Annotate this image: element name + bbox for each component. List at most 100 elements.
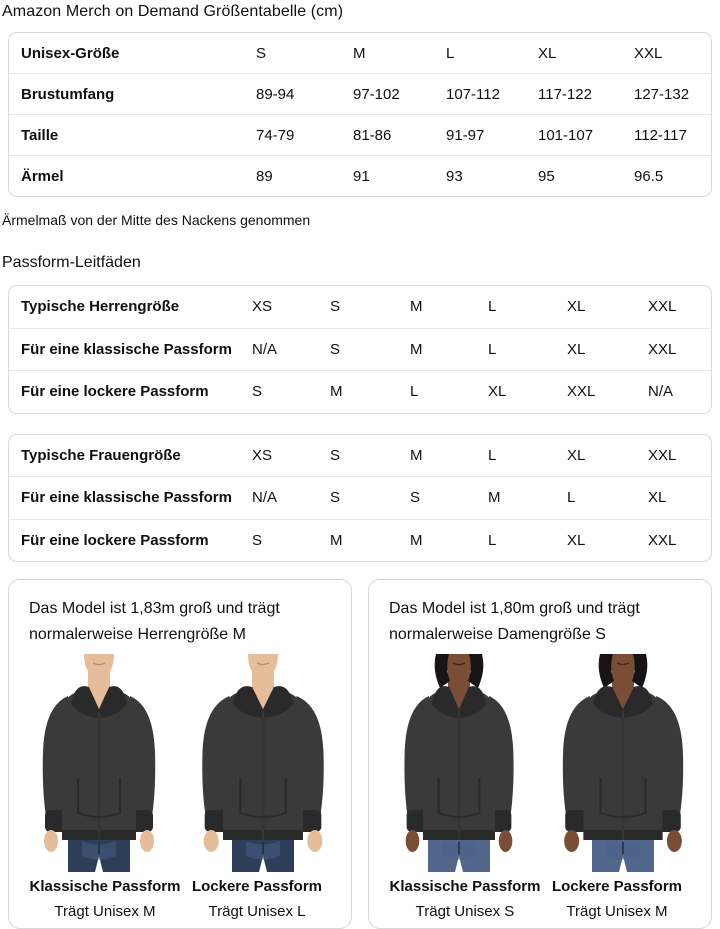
size-worn-label: Trägt Unisex L xyxy=(208,903,306,920)
table-cell: XXL xyxy=(648,298,677,316)
row-label: Typische Frauengröße xyxy=(21,446,181,464)
row-label: Für eine lockere Passform xyxy=(21,531,209,549)
table-cell: XL xyxy=(567,298,586,316)
table-cell: N/A xyxy=(648,383,674,401)
table-cell: XL xyxy=(648,489,667,507)
model-photos xyxy=(389,654,693,872)
table-cell: XS xyxy=(252,298,273,316)
table-cell: L xyxy=(567,489,576,507)
size-col-header: XXL xyxy=(634,44,663,62)
caption-classic-fit: Klassische Passform Trägt Unisex M xyxy=(29,878,181,921)
table-cell: S xyxy=(330,340,341,358)
table-cell: L xyxy=(488,446,497,464)
table-cell: 127-132 xyxy=(634,85,690,103)
row-label: Brustumfang xyxy=(21,85,115,103)
table-cell: M xyxy=(410,531,423,549)
photo-captions: Klassische Passform Trägt Unisex M Locke… xyxy=(29,878,333,921)
table-cell: L xyxy=(488,298,497,316)
size-worn-label: Trägt Unisex M xyxy=(54,903,156,920)
table-cell: 107-112 xyxy=(446,85,500,103)
table-cell: 91 xyxy=(353,167,370,185)
womens-model-card: Das Model ist 1,80m groß und trägt norma… xyxy=(368,579,712,929)
row-label: Taille xyxy=(21,126,59,144)
table-cell: S xyxy=(330,489,341,507)
table-cell: 101-107 xyxy=(538,126,594,144)
page-title: Amazon Merch on Demand Größentabelle (cm… xyxy=(2,3,344,20)
size-worn-label: Trägt Unisex S xyxy=(415,903,515,920)
table-cell: XL xyxy=(567,446,586,464)
model-description: Das Model ist 1,80m groß und trägt norma… xyxy=(389,600,640,643)
table-cell: L xyxy=(488,531,497,549)
model-photo-loose-fit xyxy=(548,654,698,872)
table-cell: S xyxy=(252,383,263,401)
table-cell: XXL xyxy=(648,446,677,464)
table-header-row: Unisex-Größe S M L XL XXL xyxy=(9,33,711,73)
table-cell: 93 xyxy=(446,167,463,185)
table-cell: M xyxy=(410,446,423,464)
mens-fit-table: Typische Herrengröße XS S M L XL XXL Für… xyxy=(8,285,712,414)
table-cell: 97-102 xyxy=(353,85,400,103)
model-photo-classic-fit xyxy=(384,654,534,872)
table-row: Für eine klassische Passform N/A S M L X… xyxy=(9,327,711,371)
table-cell: XL xyxy=(567,531,586,549)
table-cell: XXL xyxy=(567,383,596,401)
table-cell: 96.5 xyxy=(634,167,664,185)
size-worn-label: Trägt Unisex M xyxy=(566,903,668,920)
row-label: Unisex-Größe xyxy=(21,44,120,62)
table-cell: M xyxy=(488,489,501,507)
caption-loose-fit: Lockere Passform Trägt Unisex M xyxy=(541,878,693,921)
table-cell: M xyxy=(330,383,343,401)
table-cell: S xyxy=(330,298,341,316)
table-cell: 89-94 xyxy=(256,85,295,103)
table-cell: 89 xyxy=(256,167,273,185)
table-row: Brustumfang 89-94 97-102 107-112 117-122… xyxy=(9,73,711,114)
table-cell: XXL xyxy=(648,340,677,358)
table-row: Taille 74-79 81-86 91-97 101-107 112-117 xyxy=(9,114,711,155)
table-row: Für eine klassische Passform N/A S S M L… xyxy=(9,476,711,519)
mens-model-card: Das Model ist 1,83m groß und trägt norma… xyxy=(8,579,352,929)
row-label: Für eine klassische Passform xyxy=(21,340,232,358)
table-row: Für eine lockere Passform S M L XL XXL N… xyxy=(9,370,711,413)
table-cell: S xyxy=(410,489,421,507)
table-row: Typische Frauengröße XS S M L XL XXL xyxy=(9,435,711,477)
size-col-header: S xyxy=(256,44,267,62)
size-col-header: XL xyxy=(538,44,557,62)
table-cell: XXL xyxy=(648,531,677,549)
row-label: Für eine lockere Passform xyxy=(21,383,209,401)
caption-classic-fit: Klassische Passform Trägt Unisex S xyxy=(389,878,541,921)
table-cell: XL xyxy=(567,340,586,358)
model-description: Das Model ist 1,83m groß und trägt norma… xyxy=(29,600,280,643)
table-cell: S xyxy=(330,446,341,464)
womens-fit-table: Typische Frauengröße XS S M L XL XXL Für… xyxy=(8,433,712,562)
table-cell: 112-117 xyxy=(634,126,687,144)
table-cell: 74-79 xyxy=(256,126,295,144)
caption-loose-fit: Lockere Passform Trägt Unisex L xyxy=(181,878,333,921)
table-cell: L xyxy=(488,340,497,358)
unisex-size-table: Unisex-Größe S M L XL XXL Brustumfang 89… xyxy=(8,32,712,197)
table-cell: 95 xyxy=(538,167,555,185)
model-photo-classic-fit xyxy=(24,654,174,872)
fit-label: Klassische Passform xyxy=(29,878,181,895)
table-cell: 117-122 xyxy=(538,85,592,103)
row-label: Ärmel xyxy=(21,167,64,185)
table-cell: M xyxy=(410,298,423,316)
fit-label: Klassische Passform xyxy=(389,878,541,895)
sleeve-measure-note: Ärmelmaß von der Mitte des Nackens genom… xyxy=(2,212,311,228)
photo-captions: Klassische Passform Trägt Unisex S Locke… xyxy=(389,878,693,921)
model-photos xyxy=(29,654,333,872)
row-label: Für eine klassische Passform xyxy=(21,489,232,507)
table-cell: XS xyxy=(252,446,273,464)
table-row: Typische Herrengröße XS S M L XL XXL xyxy=(9,286,711,328)
table-row: Für eine lockere Passform S M M L XL XXL xyxy=(9,518,711,562)
table-cell: 91-97 xyxy=(446,126,485,144)
table-cell: N/A xyxy=(252,340,278,358)
fit-label: Lockere Passform xyxy=(191,878,323,895)
table-cell: N/A xyxy=(252,489,278,507)
fit-guides-title: Passform-Leitfäden xyxy=(2,254,141,271)
fit-label: Lockere Passform xyxy=(551,878,683,895)
table-row: Ärmel 89 91 93 95 96.5 xyxy=(9,155,711,196)
size-col-header: L xyxy=(446,44,455,62)
model-photo-loose-fit xyxy=(188,654,338,872)
table-cell: S xyxy=(252,531,263,549)
